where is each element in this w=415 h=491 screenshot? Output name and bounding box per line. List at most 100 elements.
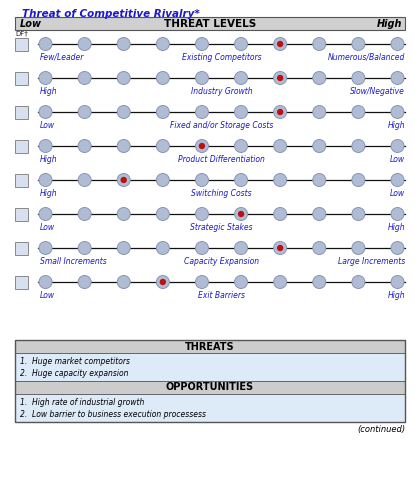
Circle shape [195, 242, 208, 254]
Circle shape [39, 72, 52, 84]
Circle shape [156, 106, 169, 118]
Text: Switching Costs: Switching Costs [191, 189, 252, 197]
Circle shape [391, 242, 404, 254]
Circle shape [156, 275, 169, 289]
Circle shape [39, 106, 52, 118]
FancyBboxPatch shape [15, 106, 28, 118]
FancyBboxPatch shape [15, 208, 28, 220]
Circle shape [313, 275, 326, 289]
Circle shape [117, 242, 130, 254]
Circle shape [117, 275, 130, 289]
Circle shape [313, 139, 326, 153]
Circle shape [273, 37, 287, 51]
Circle shape [195, 37, 208, 51]
Circle shape [195, 275, 208, 289]
Circle shape [352, 139, 365, 153]
Circle shape [352, 242, 365, 254]
Circle shape [234, 37, 248, 51]
Text: Product Differentiation: Product Differentiation [178, 155, 265, 164]
Circle shape [234, 242, 248, 254]
Circle shape [391, 173, 404, 187]
Circle shape [391, 275, 404, 289]
Circle shape [156, 139, 169, 153]
FancyBboxPatch shape [15, 139, 28, 153]
Circle shape [352, 106, 365, 118]
Circle shape [117, 106, 130, 118]
Circle shape [313, 37, 326, 51]
Text: High: High [387, 291, 405, 300]
Circle shape [352, 208, 365, 220]
Circle shape [313, 72, 326, 84]
Circle shape [273, 72, 287, 84]
Text: Strategic Stakes: Strategic Stakes [190, 222, 253, 231]
Circle shape [277, 109, 283, 115]
FancyBboxPatch shape [15, 381, 405, 394]
Text: (continued): (continued) [357, 425, 405, 434]
Circle shape [352, 37, 365, 51]
Text: Slow/Negative: Slow/Negative [350, 86, 405, 96]
Text: High: High [40, 189, 58, 197]
Circle shape [234, 173, 248, 187]
Circle shape [117, 72, 130, 84]
Text: 2.  Huge capacity expansion: 2. Huge capacity expansion [20, 369, 129, 378]
Circle shape [391, 139, 404, 153]
Text: Numerous/Balanced: Numerous/Balanced [327, 53, 405, 61]
Circle shape [39, 139, 52, 153]
Circle shape [273, 208, 287, 220]
Text: 2.  Low barrier to business execution processess: 2. Low barrier to business execution pro… [20, 410, 206, 419]
Circle shape [195, 173, 208, 187]
Circle shape [273, 173, 287, 187]
Circle shape [117, 139, 130, 153]
Text: Few/Leader: Few/Leader [40, 53, 84, 61]
Text: High: High [387, 120, 405, 130]
Text: OPPORTUNITIES: OPPORTUNITIES [166, 382, 254, 392]
Circle shape [195, 72, 208, 84]
Text: Low: Low [40, 120, 55, 130]
Circle shape [199, 143, 205, 149]
Circle shape [195, 208, 208, 220]
Circle shape [39, 275, 52, 289]
Circle shape [160, 279, 166, 285]
Text: Existing Competitors: Existing Competitors [182, 53, 261, 61]
Circle shape [195, 106, 208, 118]
Circle shape [117, 37, 130, 51]
Text: Large Increments: Large Increments [338, 256, 405, 266]
Text: Fixed and/or Storage Costs: Fixed and/or Storage Costs [170, 120, 273, 130]
Circle shape [277, 245, 283, 251]
Circle shape [238, 211, 244, 217]
Circle shape [273, 275, 287, 289]
Text: Low: Low [390, 189, 405, 197]
FancyBboxPatch shape [15, 340, 405, 353]
Circle shape [313, 106, 326, 118]
Circle shape [78, 208, 91, 220]
Circle shape [78, 139, 91, 153]
Circle shape [234, 139, 248, 153]
Text: Small Increments: Small Increments [40, 256, 107, 266]
FancyBboxPatch shape [15, 353, 405, 381]
Circle shape [156, 72, 169, 84]
Circle shape [117, 173, 130, 187]
Text: Low: Low [390, 155, 405, 164]
Circle shape [391, 106, 404, 118]
Circle shape [78, 72, 91, 84]
Circle shape [156, 173, 169, 187]
Text: High: High [376, 19, 402, 28]
Circle shape [352, 275, 365, 289]
Circle shape [277, 75, 283, 81]
Text: Low: Low [20, 19, 42, 28]
FancyBboxPatch shape [15, 242, 28, 254]
Circle shape [352, 173, 365, 187]
Text: THREATS: THREATS [185, 342, 235, 352]
Circle shape [391, 72, 404, 84]
Text: 1.  Huge market competitors: 1. Huge market competitors [20, 357, 130, 366]
Circle shape [195, 139, 208, 153]
Circle shape [313, 173, 326, 187]
Circle shape [352, 72, 365, 84]
Circle shape [156, 37, 169, 51]
Circle shape [117, 208, 130, 220]
Text: THREAT LEVELS: THREAT LEVELS [164, 19, 256, 28]
Text: Exit Barriers: Exit Barriers [198, 291, 245, 300]
FancyBboxPatch shape [15, 275, 28, 289]
Circle shape [273, 242, 287, 254]
Text: DF†: DF† [15, 30, 28, 36]
